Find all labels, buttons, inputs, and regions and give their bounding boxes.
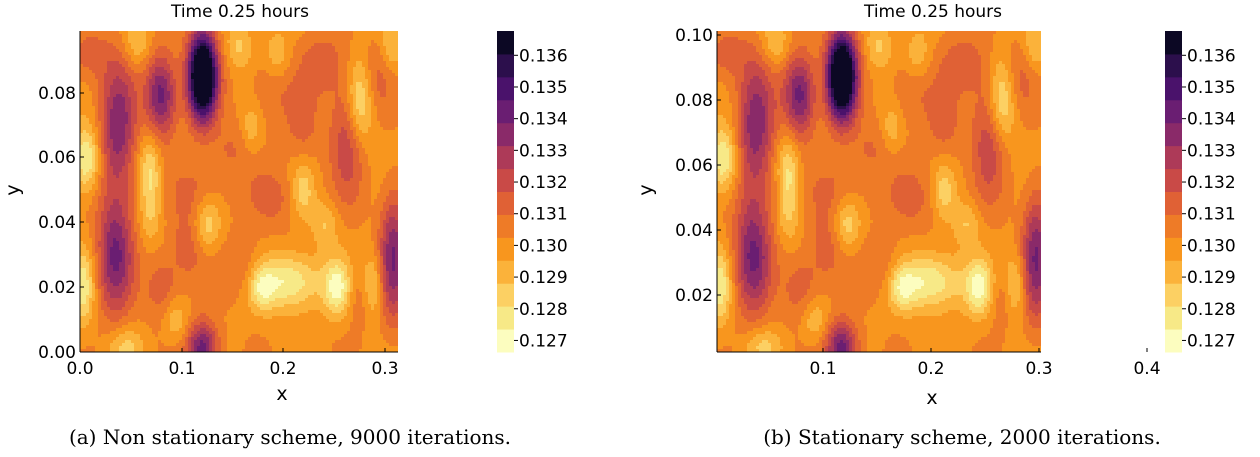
colorbar-band (1165, 329, 1182, 353)
colorbar-band (1165, 168, 1182, 192)
colorbar-band (1165, 283, 1182, 307)
y-tick-label: 0.02 (38, 278, 76, 298)
colorbar-tick-label: 0.129 (1187, 268, 1236, 288)
colorbar-tick-label: 0.135 (519, 78, 568, 98)
colorbar-band (497, 260, 514, 284)
colorbar-tick-label: 0.136 (519, 46, 568, 66)
colorbar-band (1165, 237, 1182, 261)
figure-caption: (b) Stationary scheme, 2000 iterations. (763, 425, 1161, 449)
x-tick-label: 0.4 (1133, 359, 1160, 379)
y-tick-label: 0.02 (675, 286, 713, 306)
x-tick-label: 0.0 (66, 359, 93, 379)
y-tick-label: 0.10 (675, 26, 713, 46)
colorbar-tick-label: 0.131 (519, 205, 568, 225)
colorbar-tick-label: 0.130 (519, 236, 568, 256)
y-tick-label: 0.00 (38, 343, 76, 363)
figure-caption: (a) Non stationary scheme, 9000 iteratio… (69, 425, 511, 449)
colorbar-tick-label: 0.135 (1187, 78, 1236, 98)
colorbar-band (1165, 260, 1182, 284)
colorbar-band (497, 99, 514, 124)
colorbar-band (1165, 76, 1182, 101)
colorbar-tick-label: 0.131 (1187, 205, 1236, 225)
colorbar: 0.127 0.128 0.129 0.130 0.131 0.132 0.133 0.134… (1165, 31, 1236, 353)
chart-title: Time 0.25 hours (863, 2, 1002, 22)
colorbar-band (497, 214, 514, 238)
x-tick-label: 0.1 (809, 359, 836, 379)
y-tick-label: 0.04 (38, 213, 76, 233)
y-tick-label: 0.08 (675, 91, 713, 111)
x-tick-label: 0.2 (917, 359, 944, 379)
x-axis-label: x (926, 387, 937, 409)
y-tick-label: 0.06 (675, 156, 713, 176)
panel-b: Time 0.25 hours 0.1 0.2 0.3 0.4 0.02 0.04 0.06 0… (635, 2, 1236, 449)
colorbar-tick-label: 0.134 (519, 110, 568, 130)
colorbar-band (1165, 31, 1182, 55)
colorbar-band (1165, 214, 1182, 238)
colorbar-band (497, 76, 514, 101)
x-tick-label: 0.2 (269, 359, 296, 379)
y-tick-label: 0.04 (675, 221, 713, 241)
colorbar-band (1165, 99, 1182, 124)
x-tick-label: 0.3 (371, 359, 398, 379)
colorbar-band (1165, 53, 1182, 78)
panel-a: Time 0.25 hours 0.0 0.1 0.2 0.3 0.00 0.02 0.04 0… (2, 2, 568, 449)
colorbar-tick-label: 0.134 (1187, 110, 1236, 130)
colorbar-tick-label: 0.128 (519, 300, 568, 320)
colorbar-band (1165, 191, 1182, 215)
colorbar-tick-label: 0.128 (1187, 300, 1236, 320)
colorbar-band (497, 53, 514, 78)
colorbar-band (1165, 306, 1182, 330)
colorbar-band (497, 145, 514, 170)
colorbar-band (497, 237, 514, 261)
colorbar-tick-label: 0.136 (1187, 46, 1236, 66)
x-tick-label: 0.1 (168, 359, 195, 379)
colorbar-tick-label: 0.132 (1187, 173, 1236, 193)
colorbar: 0.127 0.128 0.129 0.130 0.131 0.132 0.133 0.134… (497, 31, 568, 353)
colorbar-band (497, 191, 514, 215)
colorbar-band (497, 168, 514, 192)
colorbar-band (497, 122, 514, 147)
x-tick-label: 0.3 (1025, 359, 1052, 379)
colorbar-tick-label: 0.127 (519, 331, 568, 351)
colorbar-band (497, 306, 514, 330)
colorbar-band (497, 283, 514, 307)
colorbar-tick-label: 0.127 (1187, 331, 1236, 351)
y-axis-label: y (635, 184, 657, 195)
colorbar-tick-label: 0.133 (1187, 141, 1236, 161)
heatmap (80, 31, 398, 352)
y-axis-label: y (2, 184, 24, 195)
colorbar-band (1165, 122, 1182, 147)
colorbar-band (1165, 145, 1182, 170)
chart-title: Time 0.25 hours (170, 2, 309, 22)
colorbar-band (497, 329, 514, 353)
y-tick-label: 0.08 (38, 84, 76, 104)
y-tick-label: 0.06 (38, 148, 76, 168)
colorbar-tick-label: 0.133 (519, 141, 568, 161)
colorbar-tick-label: 0.130 (1187, 236, 1236, 256)
colorbar-band (497, 31, 514, 55)
colorbar-tick-label: 0.129 (519, 268, 568, 288)
colorbar-tick-label: 0.132 (519, 173, 568, 193)
heatmap (717, 31, 1041, 352)
x-axis-label: x (276, 383, 287, 405)
